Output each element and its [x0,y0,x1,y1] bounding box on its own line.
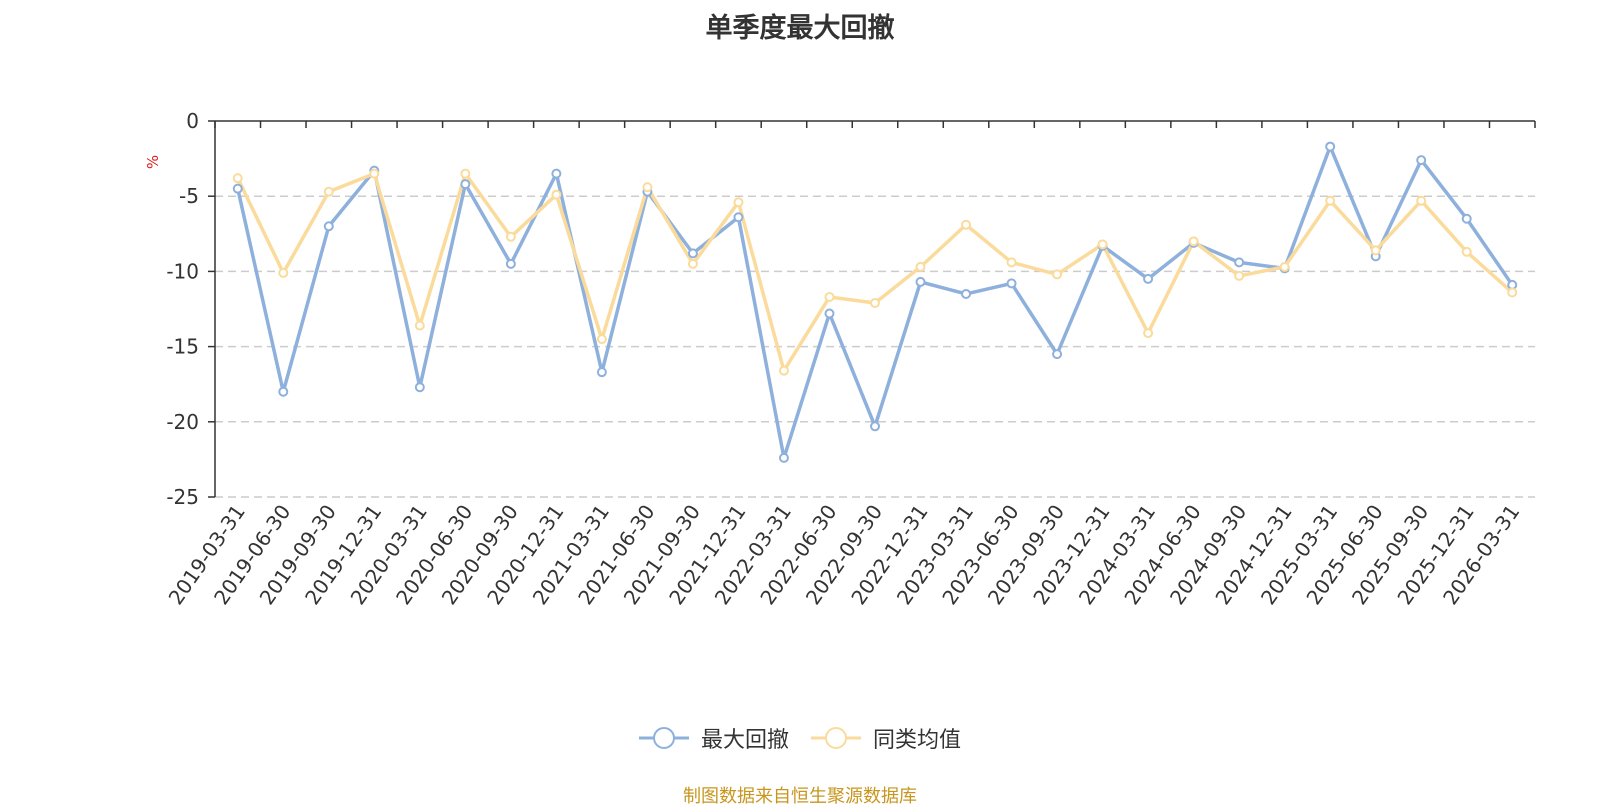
data-point [232,183,243,194]
y-tick-label: 0 [186,109,199,133]
data-point [323,221,334,232]
data-point [1416,195,1427,206]
y-axis-unit: % [144,155,162,169]
data-point [1234,257,1245,268]
source-note: 制图数据来自恒生聚源数据库 [683,786,917,807]
data-point [1279,261,1290,272]
data-point [1234,270,1245,281]
legend-swatch-peer-average [811,727,861,749]
data-point [551,168,562,179]
data-point [1461,213,1472,224]
data-point [1006,278,1017,289]
data-point [961,219,972,230]
y-tick-label: -20 [166,410,199,434]
legend-label-max-drawdown: 最大回撤 [700,728,789,753]
data-point [1461,246,1472,257]
data-point [505,258,516,269]
data-point [232,173,243,184]
y-tick-label: -10 [166,259,199,283]
data-point [596,334,607,345]
data-point [278,267,289,278]
data-point [733,197,744,208]
data-point [824,308,835,319]
data-point [915,261,926,272]
data-point [1097,239,1108,250]
data-point [687,248,698,259]
data-point [1006,257,1017,268]
legend-item-max-drawdown[interactable]: 最大回撤 [638,722,789,754]
data-point [369,168,380,179]
data-point [414,320,425,331]
data-point [1188,236,1199,247]
legend-item-peer-average[interactable]: 同类均值 [811,722,961,754]
data-point [1052,349,1063,360]
data-point [687,258,698,269]
data-point [870,297,880,308]
data-point [460,168,471,179]
data-point [505,231,516,242]
series-layer [232,141,1518,463]
data-point [1325,141,1336,152]
data-point [414,382,425,393]
data-point [778,365,789,376]
legend-swatch-max-drawdown [638,727,689,749]
data-point [1143,273,1154,284]
data-point [642,182,653,193]
data-point [915,276,926,287]
data-point [1370,245,1381,256]
legend: 最大回撤 同类均值 [0,722,1600,754]
legend-label-peer-average: 同类均值 [873,728,962,753]
data-point [460,179,471,190]
data-point [278,386,289,397]
y-tick-label: -15 [166,335,199,359]
data-point [778,452,789,463]
data-point [1507,287,1518,298]
data-point [870,421,880,432]
data-point [551,189,562,200]
y-tick-label: -25 [166,485,199,509]
chart-title: 单季度最大回撤 [705,13,895,44]
data-point [1416,155,1427,166]
data-point [733,212,744,223]
data-point [1052,269,1063,280]
data-point [824,291,835,302]
data-point [1143,328,1154,339]
data-point [1325,195,1336,206]
data-point [961,288,972,299]
y-tick-label: -5 [179,184,199,208]
data-point [323,186,334,197]
data-point [596,367,607,378]
